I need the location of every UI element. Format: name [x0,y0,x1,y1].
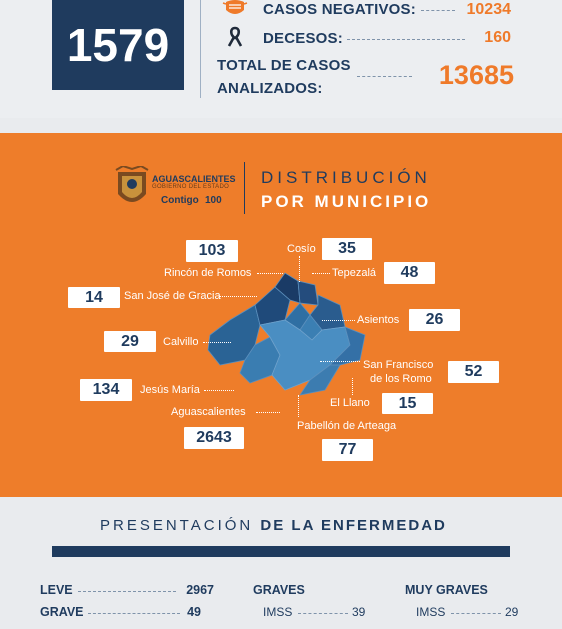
mask-icon [222,0,248,14]
state-coat-of-arms-logo [115,166,149,202]
section-title-line2: POR MUNICIPIO [261,192,432,211]
dash-leader [78,591,176,592]
muy-graves-imss-label: IMSS [416,605,446,619]
leader-line [298,395,299,417]
dash-leader [298,613,348,614]
leader-line [299,256,300,282]
dash-leader [357,76,412,77]
leader-line [219,296,257,297]
logo-government: GOBIERNO DEL ESTADO [152,184,230,190]
municipio-label: Asientos [357,314,400,326]
municipio-value: 134 [80,379,132,401]
negatives-label: CASOS NEGATIVOS: [263,1,416,18]
muy-graves-imss-value: 29 [505,605,519,619]
municipio-label: Rincón de Romos [164,267,252,279]
logo-slogan: Contigo [161,195,199,206]
leader-line [203,342,231,343]
municipio-value: 2643 [184,427,244,449]
section-title-line1: DISTRIBUCIÓN [261,168,431,187]
municipio-label: Calvillo [163,336,199,348]
municipio-label-line2: de los Romo [370,373,432,385]
negatives-value: 10234 [466,1,512,18]
ribbon-icon [227,26,243,47]
leader-line [320,361,360,362]
leader-line [352,378,353,395]
graves-title: GRAVES [253,583,305,597]
leve-label: LEVE [40,583,73,597]
leader-line [256,412,280,413]
total-label-line2: ANALIZADOS: [217,80,323,97]
vertical-divider [200,0,201,98]
graves-imss-value: 39 [352,605,366,619]
title-divider [244,162,245,214]
top-stats-section: 1579 CASOS NEGATIVOS: 10234 DECESOS: 160… [0,0,562,118]
municipio-label: Tepezalá [332,267,377,279]
total-value: 13685 [438,60,514,90]
title-bold: DE LA ENFERMEDAD [260,517,447,534]
state-map [207,272,366,396]
total-label-line1: TOTAL DE CASOS [217,57,351,74]
municipio-value: 103 [186,240,238,262]
dash-leader [347,39,465,40]
municipio-label: Aguascalientes [171,406,246,418]
section-bar [52,546,510,557]
municipio-value: 15 [382,393,433,414]
muy-graves-title: MUY GRAVES [405,583,488,597]
logo-state-name: AGUASCALIENTES [152,174,236,184]
grave-label: GRAVE [40,605,84,619]
dash-leader [88,613,180,614]
leader-line [322,320,355,321]
municipio-label-line1: San Francisco [363,359,434,371]
dash-leader [451,613,501,614]
leader-line [204,390,234,391]
disease-presentation-title: PRESENTACIÓN DE LA ENFERMEDAD [100,517,447,534]
leader-line [312,273,330,274]
municipio-label: Pabellón de Arteaga [297,420,397,432]
municipio-value: 52 [448,361,499,383]
municipio-label: San José de Gracia [124,290,221,302]
logo-slogan-number: 100 [205,195,222,206]
municipio-value: 48 [384,262,435,284]
graves-imss-label: IMSS [263,605,293,619]
municipio-label: El Llano [330,397,370,409]
municipio-value: 35 [322,238,372,260]
municipio-label: Jesús María [140,384,200,396]
dash-leader [421,10,455,11]
title-light: PRESENTACIÓN [100,517,254,534]
leve-value: 2967 [186,583,214,597]
confirmed-cases-box: 1579 [52,0,184,90]
municipio-value: 26 [409,309,460,331]
leader-line [257,273,283,274]
municipio-label: Cosío [287,243,316,255]
municipio-value: 29 [104,331,156,352]
municipio-value: 77 [322,439,373,461]
deaths-value: 160 [484,29,511,46]
municipio-value: 14 [68,287,120,308]
grave-value: 49 [187,605,201,619]
deaths-label: DECESOS: [263,30,343,47]
